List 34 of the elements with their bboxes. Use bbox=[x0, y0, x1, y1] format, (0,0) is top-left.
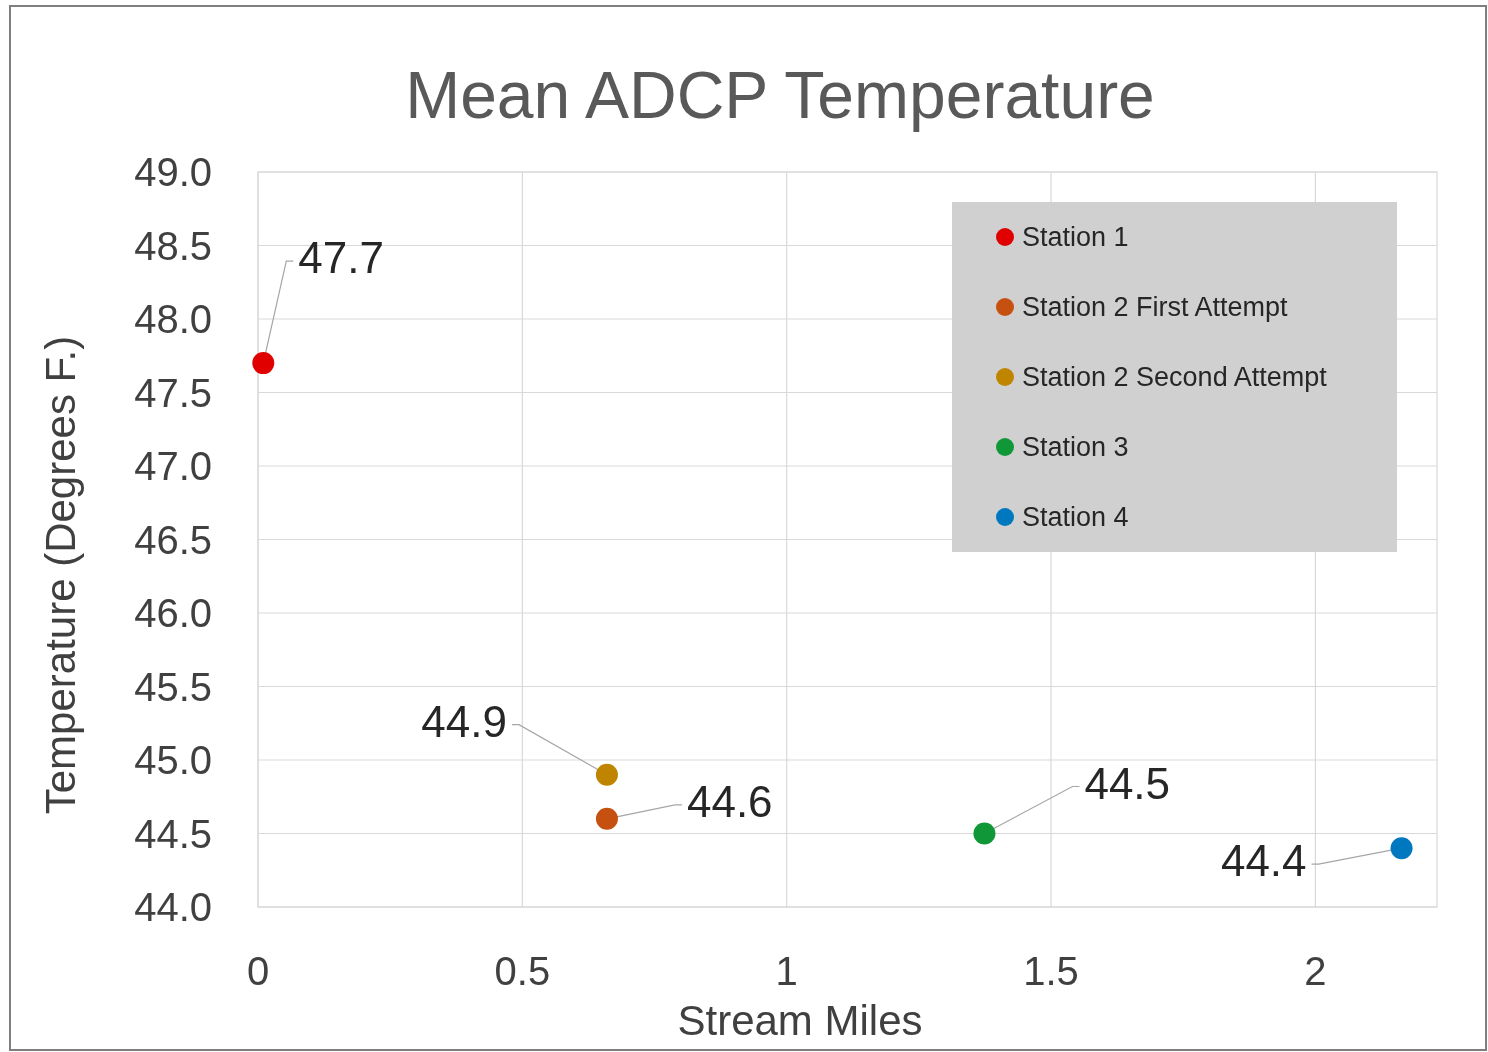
y-tick-label: 45.5 bbox=[134, 664, 212, 709]
legend-label: Station 4 bbox=[1022, 502, 1129, 533]
point bbox=[1390, 837, 1413, 860]
legend-label: Station 1 bbox=[1022, 222, 1129, 253]
data-label: 44.9 bbox=[421, 696, 507, 746]
x-axis-title: Stream Miles bbox=[677, 997, 923, 1044]
point bbox=[595, 763, 618, 786]
y-tick-label: 46.5 bbox=[134, 517, 212, 562]
x-tick-label: 0.5 bbox=[494, 949, 551, 993]
data-label: 44.6 bbox=[686, 776, 773, 826]
y-tick-label: 48.0 bbox=[134, 297, 212, 341]
y-tick-label: 47.5 bbox=[134, 370, 212, 415]
y-axis-title: Temperature (Degrees F.) bbox=[37, 335, 84, 815]
chart-title: Mean ADCP Temperature bbox=[405, 58, 1155, 132]
point bbox=[973, 822, 996, 845]
y-tick-label: 45.0 bbox=[134, 738, 212, 782]
x-tick-label: 2 bbox=[1304, 949, 1327, 993]
y-tick-label: 47.0 bbox=[134, 444, 212, 488]
y-tick-label: 44.0 bbox=[134, 885, 212, 929]
x-tick-label: 1.5 bbox=[1023, 949, 1079, 993]
data-label: 44.5 bbox=[1084, 758, 1171, 808]
y-tick-label: 46.0 bbox=[134, 591, 212, 635]
legend-label: Station 2 First Attempt bbox=[1022, 292, 1289, 323]
x-tick-label: 0 bbox=[246, 949, 270, 993]
y-tick-label: 48.5 bbox=[134, 223, 212, 268]
x-tick-label: 1 bbox=[775, 949, 798, 993]
y-tick-label: 49.0 bbox=[134, 150, 212, 194]
legend-label: Station 2 Second Attempt bbox=[1022, 362, 1328, 393]
point bbox=[252, 352, 275, 375]
data-label: 44.4 bbox=[1220, 836, 1307, 886]
point bbox=[595, 807, 618, 830]
legend-label: Station 3 bbox=[1022, 432, 1129, 463]
data-label: 47.7 bbox=[298, 233, 384, 283]
y-tick-label: 44.5 bbox=[134, 811, 212, 856]
